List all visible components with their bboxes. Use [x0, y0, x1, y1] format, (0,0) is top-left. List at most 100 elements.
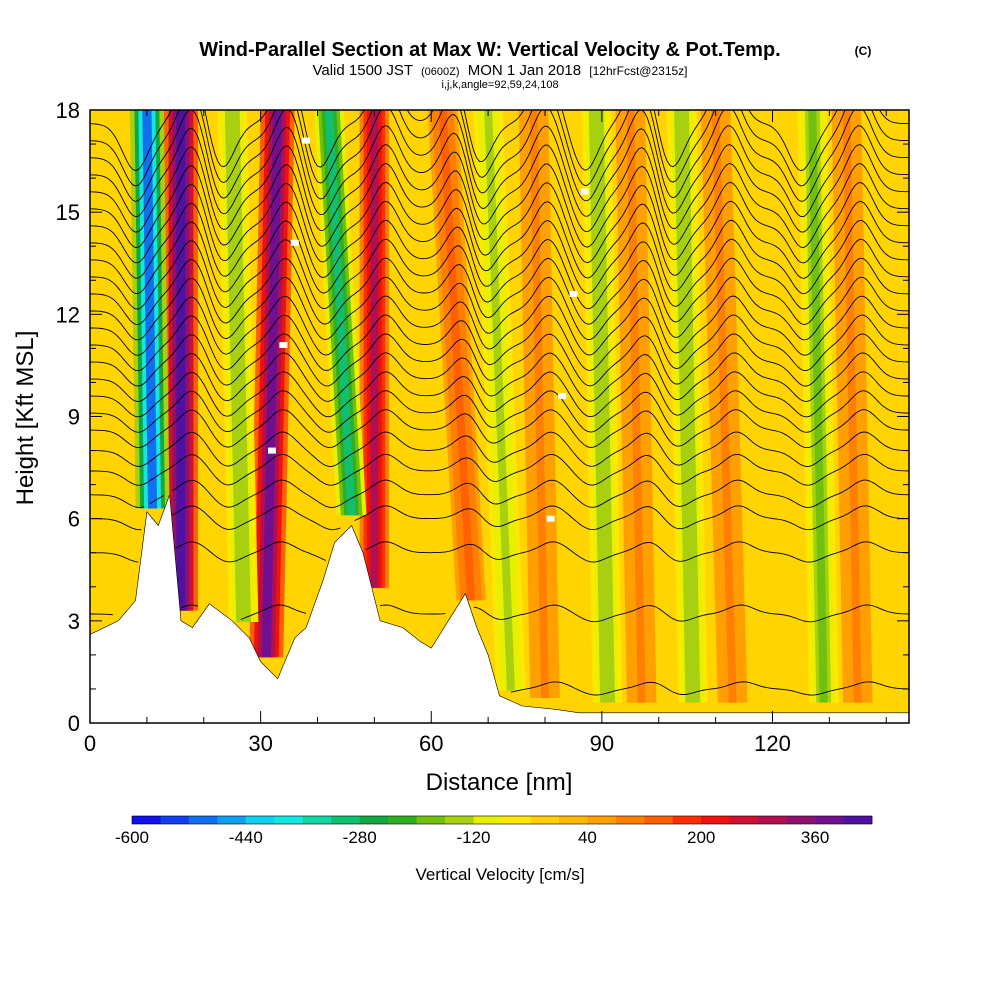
colorbar-swatch [274, 816, 304, 824]
y-tick-label: 15 [56, 200, 80, 225]
updraft-band [842, 110, 862, 703]
isentrope-line [510, 681, 909, 696]
chart-subtitle: Valid 1500 JST (0600Z) MON 1 Jan 2018 [1… [312, 62, 687, 79]
colorbar-tick-label: -120 [456, 828, 490, 847]
valid-date: MON 1 Jan 2018 [468, 62, 581, 79]
updraft-band [529, 110, 549, 698]
x-tick-label: 0 [84, 731, 96, 756]
y-tick-label: 18 [56, 98, 80, 123]
isentrope-line [90, 238, 909, 310]
isentrope-label-box [279, 342, 288, 348]
isentrope-line [90, 163, 909, 248]
isentrope-label-box [546, 515, 555, 522]
x-axis-label: Distance [nm] [426, 769, 573, 796]
isentrope-line [90, 390, 909, 433]
y-tick-label: 6 [68, 507, 80, 532]
grid-params: i,j,k,angle=92,59,24,108 [441, 79, 558, 91]
utc-time: (0600Z) [421, 66, 460, 78]
y-tick-label: 12 [56, 302, 80, 327]
colorbar-swatch [672, 816, 702, 824]
colorbar-swatch [188, 816, 218, 824]
colorbar-tick-label: 200 [687, 828, 715, 847]
x-tick-label: 90 [590, 731, 614, 756]
plot-area [90, 110, 909, 723]
downdraft-band [324, 110, 356, 516]
isentrope-label-box [558, 393, 567, 400]
x-axis: 0 30 60 90 120 [84, 110, 887, 756]
colorbar-swatch [815, 816, 844, 824]
colorbar-swatch [587, 816, 617, 824]
colorbar-tick-label: 40 [578, 828, 597, 847]
isentrope-line [90, 541, 909, 563]
isentrope-label-box [290, 239, 299, 246]
isentrope-line [90, 181, 909, 264]
isentrope-line [90, 409, 909, 449]
colorbar-swatch [331, 816, 360, 824]
isentrope-line [90, 110, 909, 202]
colorbar-frame [131, 815, 873, 825]
colorbar-swatch [302, 816, 332, 824]
colorbar-swatch [729, 816, 759, 824]
colorbar-tick-label: -440 [229, 828, 263, 847]
colorbar-swatch [502, 816, 531, 824]
isentrope-label-box [580, 188, 589, 195]
colorbar-swatch [473, 816, 503, 824]
isentrope-line [90, 371, 909, 418]
updraft-band [176, 110, 186, 611]
colorbar-swatch [758, 816, 787, 824]
colorbar-tick-label: -280 [343, 828, 377, 847]
updraft-band [626, 110, 646, 703]
isentrope-line [90, 604, 909, 623]
colorbar-swatch [445, 816, 474, 824]
colorbar-label: Vertical Velocity [cm/s] [415, 865, 584, 884]
colorbar-swatch [359, 816, 389, 824]
colorbar-swatch [245, 816, 275, 824]
chart-title: Wind-Parallel Section at Max W: Vertical… [199, 39, 780, 61]
updraft-band [438, 110, 475, 601]
colorbar [131, 815, 873, 825]
isentrope-line [90, 352, 909, 402]
colorbar-swatch [843, 816, 873, 824]
isentrope-label-box [302, 137, 311, 144]
isentrope-line [90, 144, 909, 233]
forecast-info: [12hrFcst@2315z] [589, 64, 687, 78]
downdraft-band [677, 110, 697, 703]
downdraft-band [484, 110, 515, 691]
velocity-shading [129, 110, 873, 703]
y-tick-label: 0 [68, 711, 80, 736]
isentrope-line [90, 479, 909, 508]
colorbar-swatch [786, 816, 816, 824]
isentrope-line [90, 110, 909, 187]
isentrope-line [90, 333, 909, 387]
downdraft-band [142, 110, 158, 509]
downdraft-band [808, 110, 828, 703]
isentrope-line [90, 219, 909, 295]
isentrope-line [90, 125, 909, 218]
isentrope-line [90, 314, 909, 372]
terrain [90, 494, 909, 723]
y-axis: 0 3 6 9 12 15 18 [56, 98, 909, 736]
isentrope-line [90, 453, 909, 486]
downdraft-band [592, 110, 612, 703]
y-tick-label: 9 [68, 405, 80, 430]
isentrope-line [90, 295, 909, 356]
colorbar-tick-label: 360 [801, 828, 829, 847]
theta-contours [90, 110, 909, 696]
updraft-band [711, 110, 737, 703]
x-tick-label: 120 [754, 731, 791, 756]
colorbar-swatch [644, 816, 674, 824]
valid-label: Valid 1500 JST [312, 62, 412, 79]
colorbar-swatch [160, 816, 190, 824]
colorbar-swatch [217, 816, 247, 824]
isentrope-label-box [569, 290, 578, 297]
x-tick-label: 30 [248, 731, 272, 756]
colorbar-swatch [530, 816, 560, 824]
isentrope-line [90, 200, 909, 279]
updraft-band [370, 110, 379, 588]
colorbar-ticks: -600 -440 -280 -120 40 200 360 [115, 828, 829, 847]
isentrope-line [90, 431, 909, 467]
y-axis-label: Height [Kft MSL] [12, 331, 39, 506]
colorbar-swatch [701, 816, 730, 824]
isentrope-label-box [268, 447, 276, 454]
